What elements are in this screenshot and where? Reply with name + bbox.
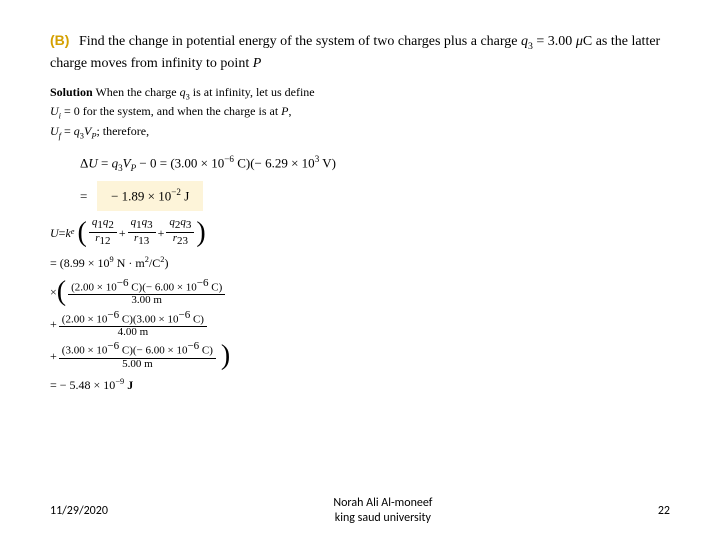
solution-paragraph: Solution When the charge q3 is at infini… [50,84,670,141]
sol-p: P [281,104,288,118]
q3-eq: = 3.00 [533,34,576,49]
footer-affiliation: king saud university [333,511,432,525]
ans-unit: J [181,189,189,204]
t2-pre: + [50,315,57,333]
term-3: + (3.00 × 10−6 C)(− 6.00 × 10−6 C) 5.00 … [50,341,670,370]
frac-1: q1q2 r12 [89,217,117,247]
eq-sign: = [98,155,112,170]
ans-eq: = [80,189,87,204]
unit-c: C [583,34,592,49]
t1-pre: × [50,283,57,301]
solution-label: Solution [50,85,93,99]
mu: μ [576,34,583,49]
t3-frac: (3.00 × 10−6 C)(− 6.00 × 10−6 C) 5.00 m [59,341,216,370]
footer-center: Norah Ali Al-moneef king saud university [333,496,432,525]
t3-pre: + [50,347,57,365]
t2-frac: (2.00 × 10−6 C)(3.00 × 10−6 C) 4.00 m [59,310,207,339]
problem-text-1: Find the change in potential energy of t… [79,34,521,49]
sol-text-3: = 0 for the system, and when the charge … [61,104,281,118]
term-1: × ( (2.00 × 10−6 C)(− 6.00 × 10−6 C) 3.0… [50,278,670,307]
t1-frac: (2.00 × 10−6 C)(− 6.00 × 10−6 C) 3.00 m [68,278,225,307]
footer-date: 11/29/2020 [50,504,108,518]
part-label: (B) [50,32,69,48]
ans-val: − 1.89 × 10 [111,189,171,204]
delta-u: U [88,155,97,170]
const-eq: = (8.99 × 10 [50,256,110,270]
frac-2: q1q3 r13 [128,217,156,247]
point-p: P [253,56,262,71]
term-2: + (2.00 × 10−6 C)(3.00 × 10−6 C) 4.00 m [50,310,670,339]
problem-statement: (B) Find the change in potential energy … [50,30,670,74]
eq1-rest1: − 0 = (3.00 × 10 [136,155,224,170]
u-eq: = [59,224,66,242]
final-eq: = − 5.48 × 10 [50,378,115,392]
ans-exp: −2 [171,187,181,197]
const-close: ) [164,256,168,270]
boxed-answer: − 1.89 × 10−2 J [97,181,203,211]
plus-2: + [158,224,165,242]
delta-u-equation: ΔU = q3VP − 0 = (3.00 × 10−6 C)(− 6.29 ×… [80,152,670,175]
final-answer: = − 5.48 × 10−9 J [50,376,670,394]
u-formula: U = ke ( q1q2 r12 + q1q3 r13 + q2q3 r23 … [50,217,670,247]
const-slash: /C [149,256,160,270]
footer-author: Norah Ali Al-moneef [333,496,432,510]
uf-sub: f [59,131,61,140]
ui-var: U [50,104,59,118]
sol-comma: , [289,104,292,118]
q3-var: q [521,34,528,49]
final-exp: −9 [115,377,124,386]
frac-3: q2q3 r23 [166,217,194,247]
sol-therefore: ; therefore, [96,124,149,138]
footer-page: 22 [658,504,670,518]
eq1-c2: V) [319,155,336,170]
eq1-v: V [123,155,131,170]
eq1-exp1: −6 [224,154,234,164]
uf-var: U [50,124,59,138]
u-var: U [50,224,59,242]
sol-text-1: When the charge [95,85,179,99]
const-rest: N · m [114,256,145,270]
final-unit: J [124,378,133,392]
boxed-answer-row: = − 1.89 × 10−2 J [80,181,670,211]
u-formula-row: U = ke ( q1q2 r12 + q1q3 r13 + q2q3 r23 … [50,217,670,247]
plus-1: + [119,224,126,242]
slide-footer: 11/29/2020 Norah Ali Al-moneef king saud… [0,496,720,525]
ke-sub: e [71,226,75,239]
sol-text-2: is at infinity, let us define [190,85,315,99]
constant-line: = (8.99 × 109 N · m2/C2) [50,254,670,272]
eq1-c1: C)(− 6.29 × 10 [234,155,315,170]
